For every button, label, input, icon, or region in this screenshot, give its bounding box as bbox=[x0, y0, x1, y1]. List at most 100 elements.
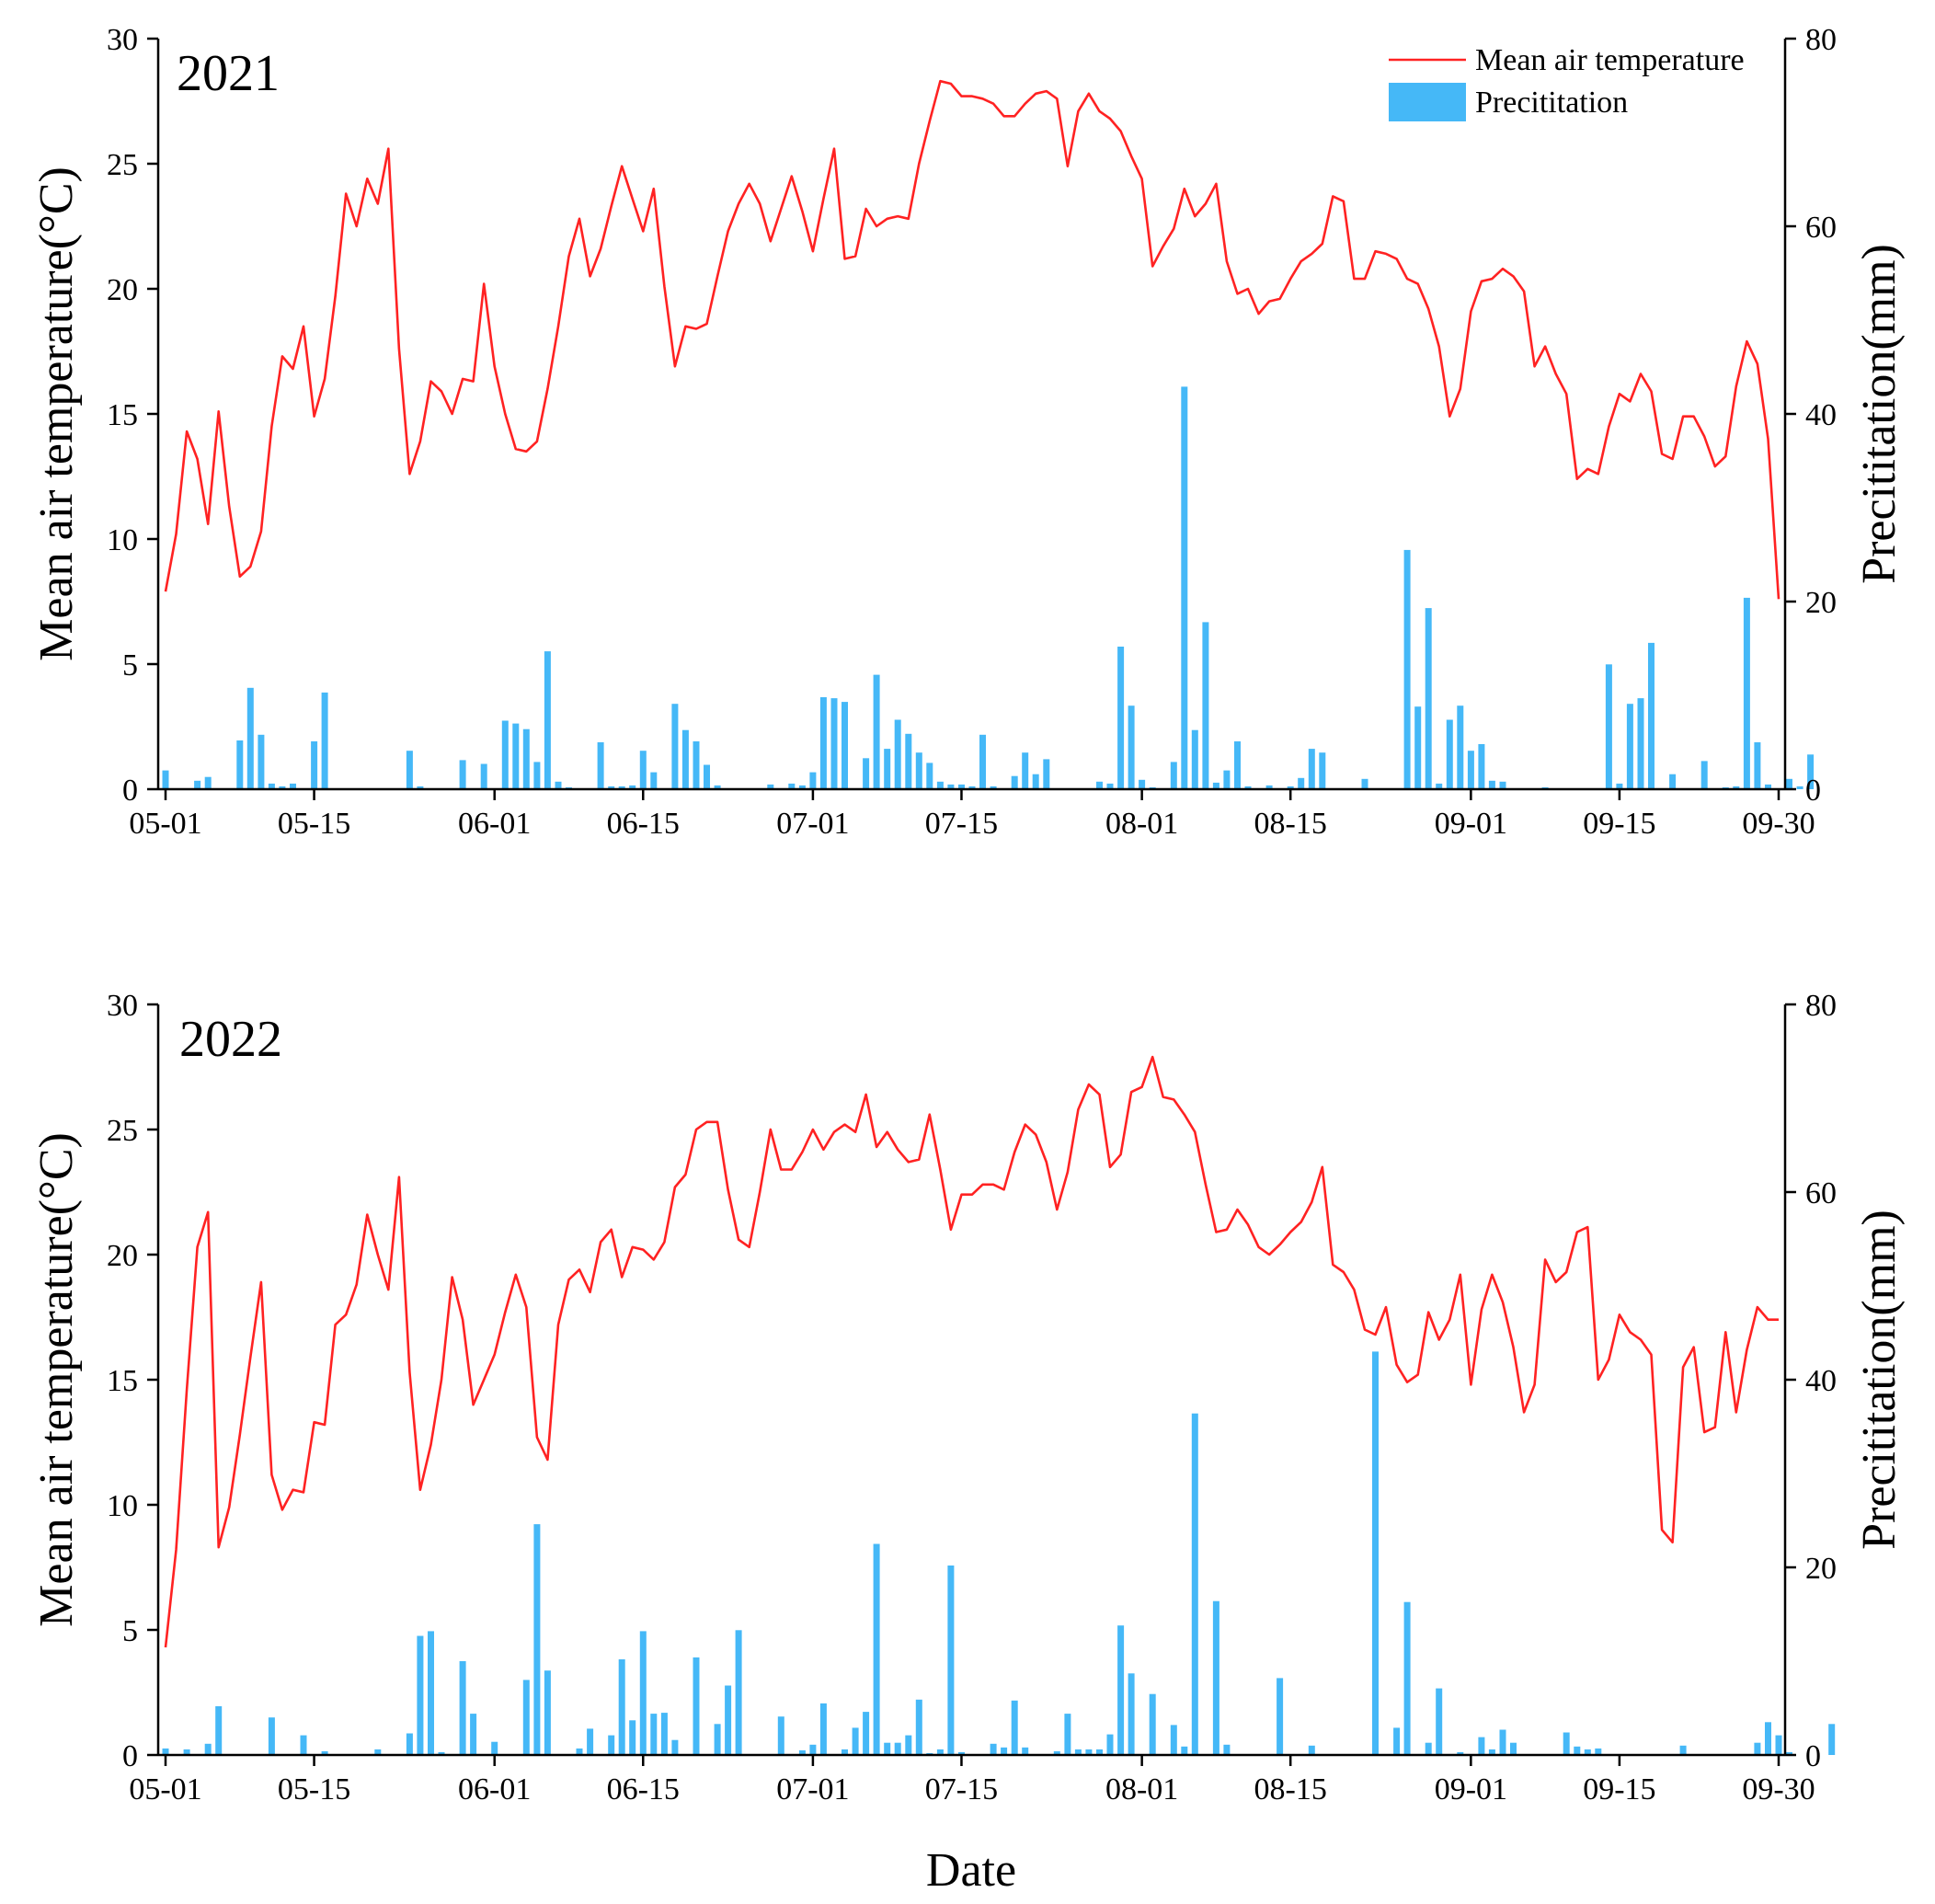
y-left-tick-label: 0 bbox=[122, 774, 138, 808]
precip-bar bbox=[714, 1724, 721, 1755]
precip-bar bbox=[491, 1741, 498, 1755]
precip-bar bbox=[819, 1703, 827, 1755]
precip-bar bbox=[501, 720, 509, 789]
precip-bar bbox=[693, 741, 700, 789]
precip-bar bbox=[417, 1635, 424, 1755]
chart-2022: 05-01 05-15 06-01 06-15 07-01 07-15 08-01 08-15… bbox=[30, 989, 1906, 1807]
precip-bar bbox=[1403, 549, 1411, 789]
precip-bar bbox=[884, 749, 891, 789]
y-right-ticks-2021: 0 20 40 60 80 bbox=[1785, 23, 1837, 808]
legend-bar-swatch bbox=[1389, 83, 1466, 121]
precip-bar bbox=[1786, 778, 1792, 789]
precip-bar bbox=[1234, 741, 1241, 789]
y-right-tick-label: 0 bbox=[1805, 774, 1821, 808]
precip-bar bbox=[374, 1749, 382, 1755]
x-tick-label: 09-15 bbox=[1583, 1772, 1655, 1807]
precip-bar bbox=[798, 1749, 806, 1755]
precip-bar bbox=[1425, 1742, 1432, 1755]
precip-bar bbox=[204, 1743, 212, 1755]
y-left-tick-label: 10 bbox=[107, 1489, 138, 1523]
precip-bar bbox=[300, 1735, 307, 1755]
x-tick-label: 09-30 bbox=[1742, 1772, 1815, 1807]
precip-bar bbox=[660, 1713, 668, 1755]
x-tick-label: 05-15 bbox=[278, 807, 350, 841]
panel-title-2021: 2021 bbox=[177, 45, 280, 102]
y-left-tick-label: 10 bbox=[107, 523, 138, 557]
y-right-tick-label: 20 bbox=[1805, 1552, 1837, 1586]
precip-bar bbox=[279, 786, 286, 789]
precip-bar bbox=[639, 1631, 647, 1755]
precip-bar bbox=[681, 729, 689, 789]
precip-bar bbox=[1191, 729, 1198, 789]
precip-bar bbox=[767, 784, 774, 789]
precip-bar bbox=[1244, 786, 1252, 789]
precip-bar bbox=[1403, 1601, 1411, 1755]
precip-bar bbox=[968, 786, 976, 789]
precip-bar bbox=[1765, 1722, 1771, 1755]
precip-bar bbox=[958, 1751, 965, 1755]
precip-bar bbox=[1022, 1747, 1029, 1755]
y-left-tick-label: 20 bbox=[107, 273, 138, 307]
precip-bar bbox=[438, 1751, 445, 1755]
precip-bar bbox=[915, 1699, 922, 1755]
precip-bar bbox=[1298, 777, 1305, 789]
precip-bar bbox=[1106, 783, 1114, 789]
precip-bar bbox=[1775, 1735, 1782, 1755]
legend-label-temperature: Mean air temperature bbox=[1475, 43, 1745, 77]
precip-bar bbox=[1786, 1751, 1792, 1755]
precip-bar bbox=[1128, 1673, 1135, 1755]
precip-bar bbox=[1648, 642, 1654, 789]
precip-bar bbox=[1488, 1749, 1495, 1755]
x-tick-label: 06-15 bbox=[607, 1772, 680, 1807]
precip-bar bbox=[873, 674, 880, 789]
precip-bar bbox=[194, 780, 201, 789]
precip-bar bbox=[947, 1566, 955, 1755]
x-tick-label: 06-01 bbox=[458, 807, 531, 841]
y-left-tick-label: 25 bbox=[107, 148, 138, 182]
precip-bar bbox=[321, 1750, 328, 1755]
precip-bar bbox=[671, 1739, 679, 1755]
precip-bar bbox=[671, 704, 679, 789]
precip-bar bbox=[629, 785, 636, 789]
x-tick-label: 09-01 bbox=[1435, 807, 1507, 841]
y-right-tick-label: 0 bbox=[1805, 1739, 1821, 1773]
precip-bar bbox=[842, 702, 848, 789]
precip-bar bbox=[533, 762, 541, 789]
x-tick-label: 09-15 bbox=[1583, 807, 1655, 841]
precip-bar bbox=[406, 1733, 413, 1755]
y-left-tick-label: 30 bbox=[107, 23, 138, 57]
y-right-tick-label: 20 bbox=[1805, 586, 1837, 620]
precip-bar bbox=[406, 751, 413, 789]
y-right-tick-label: 40 bbox=[1805, 398, 1837, 432]
precip-bar bbox=[1096, 781, 1103, 789]
precip-bar bbox=[183, 1749, 190, 1755]
precip-bar bbox=[1085, 1749, 1093, 1755]
precip-bar bbox=[830, 698, 838, 789]
precip-bar bbox=[958, 784, 965, 789]
precip-bar bbox=[1128, 705, 1135, 789]
y-left-ticks-2021: 0 5 10 15 20 25 30 bbox=[107, 23, 158, 808]
precip-bar bbox=[936, 781, 944, 789]
precip-bar bbox=[1584, 1749, 1591, 1755]
precip-bar bbox=[990, 1743, 997, 1755]
precip-bar bbox=[428, 1631, 434, 1755]
precip-bar bbox=[1308, 749, 1315, 789]
y-left-title-2021: Mean air temperature(°C) bbox=[30, 166, 83, 661]
precip-bar bbox=[852, 1727, 859, 1755]
precip-bar bbox=[1499, 1729, 1506, 1755]
precip-bar bbox=[947, 784, 955, 789]
y-left-tick-label: 5 bbox=[122, 648, 138, 682]
precip-bar bbox=[1754, 1742, 1761, 1755]
precip-bar bbox=[1457, 1751, 1464, 1755]
x-axis-title: Date bbox=[926, 1844, 1016, 1897]
precip-bar bbox=[522, 728, 530, 789]
precip-bar bbox=[1011, 775, 1018, 789]
y-left-tick-label: 5 bbox=[122, 1614, 138, 1648]
x-tick-label: 08-01 bbox=[1105, 1772, 1178, 1807]
y-right-tick-label: 80 bbox=[1805, 23, 1837, 57]
x-ticks-2021: 05-01 05-15 06-01 06-15 07-01 07-15 08-01 08-15… bbox=[129, 789, 1815, 841]
y-right-title-2022: Precititation(mm) bbox=[1853, 1210, 1906, 1550]
x-tick-label: 08-01 bbox=[1105, 807, 1178, 841]
bars-2021 bbox=[162, 386, 1815, 789]
